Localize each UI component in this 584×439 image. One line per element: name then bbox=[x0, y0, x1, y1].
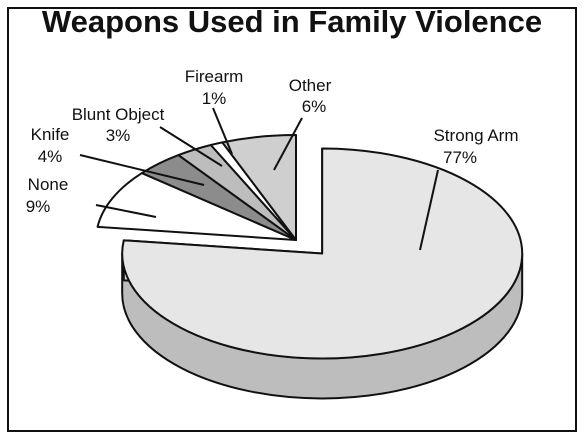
leader-line-strong-arm bbox=[419, 169, 439, 251]
pie-slice-none bbox=[96, 172, 297, 241]
slice-value-none: 9% bbox=[26, 197, 51, 216]
slice-label-strong-arm: Strong Arm bbox=[433, 126, 518, 145]
leader-line-other bbox=[273, 117, 303, 171]
slice-value-firearm: 1% bbox=[202, 89, 227, 108]
chart-title: Weapons Used in Family Violence bbox=[41, 4, 543, 39]
pie-slice-strong-arm bbox=[121, 147, 524, 360]
slice-value-knife: 4% bbox=[38, 147, 63, 166]
slice-label-firearm: Firearm bbox=[185, 67, 244, 86]
leader-line-knife bbox=[79, 154, 205, 186]
leader-line-firearm bbox=[212, 107, 233, 155]
leader-line-none bbox=[95, 204, 157, 218]
slice-label-other: Other bbox=[289, 76, 332, 95]
leader-line-blunt-object bbox=[159, 126, 223, 167]
slice-value-other: 6% bbox=[302, 97, 327, 116]
slice-value-strong-arm: 77% bbox=[443, 148, 477, 167]
slice-label-none: None bbox=[28, 175, 69, 194]
slice-label-blunt-object: Blunt Object bbox=[72, 105, 165, 124]
slice-label-knife: Knife bbox=[31, 125, 70, 144]
slice-value-blunt-object: 3% bbox=[106, 126, 131, 145]
